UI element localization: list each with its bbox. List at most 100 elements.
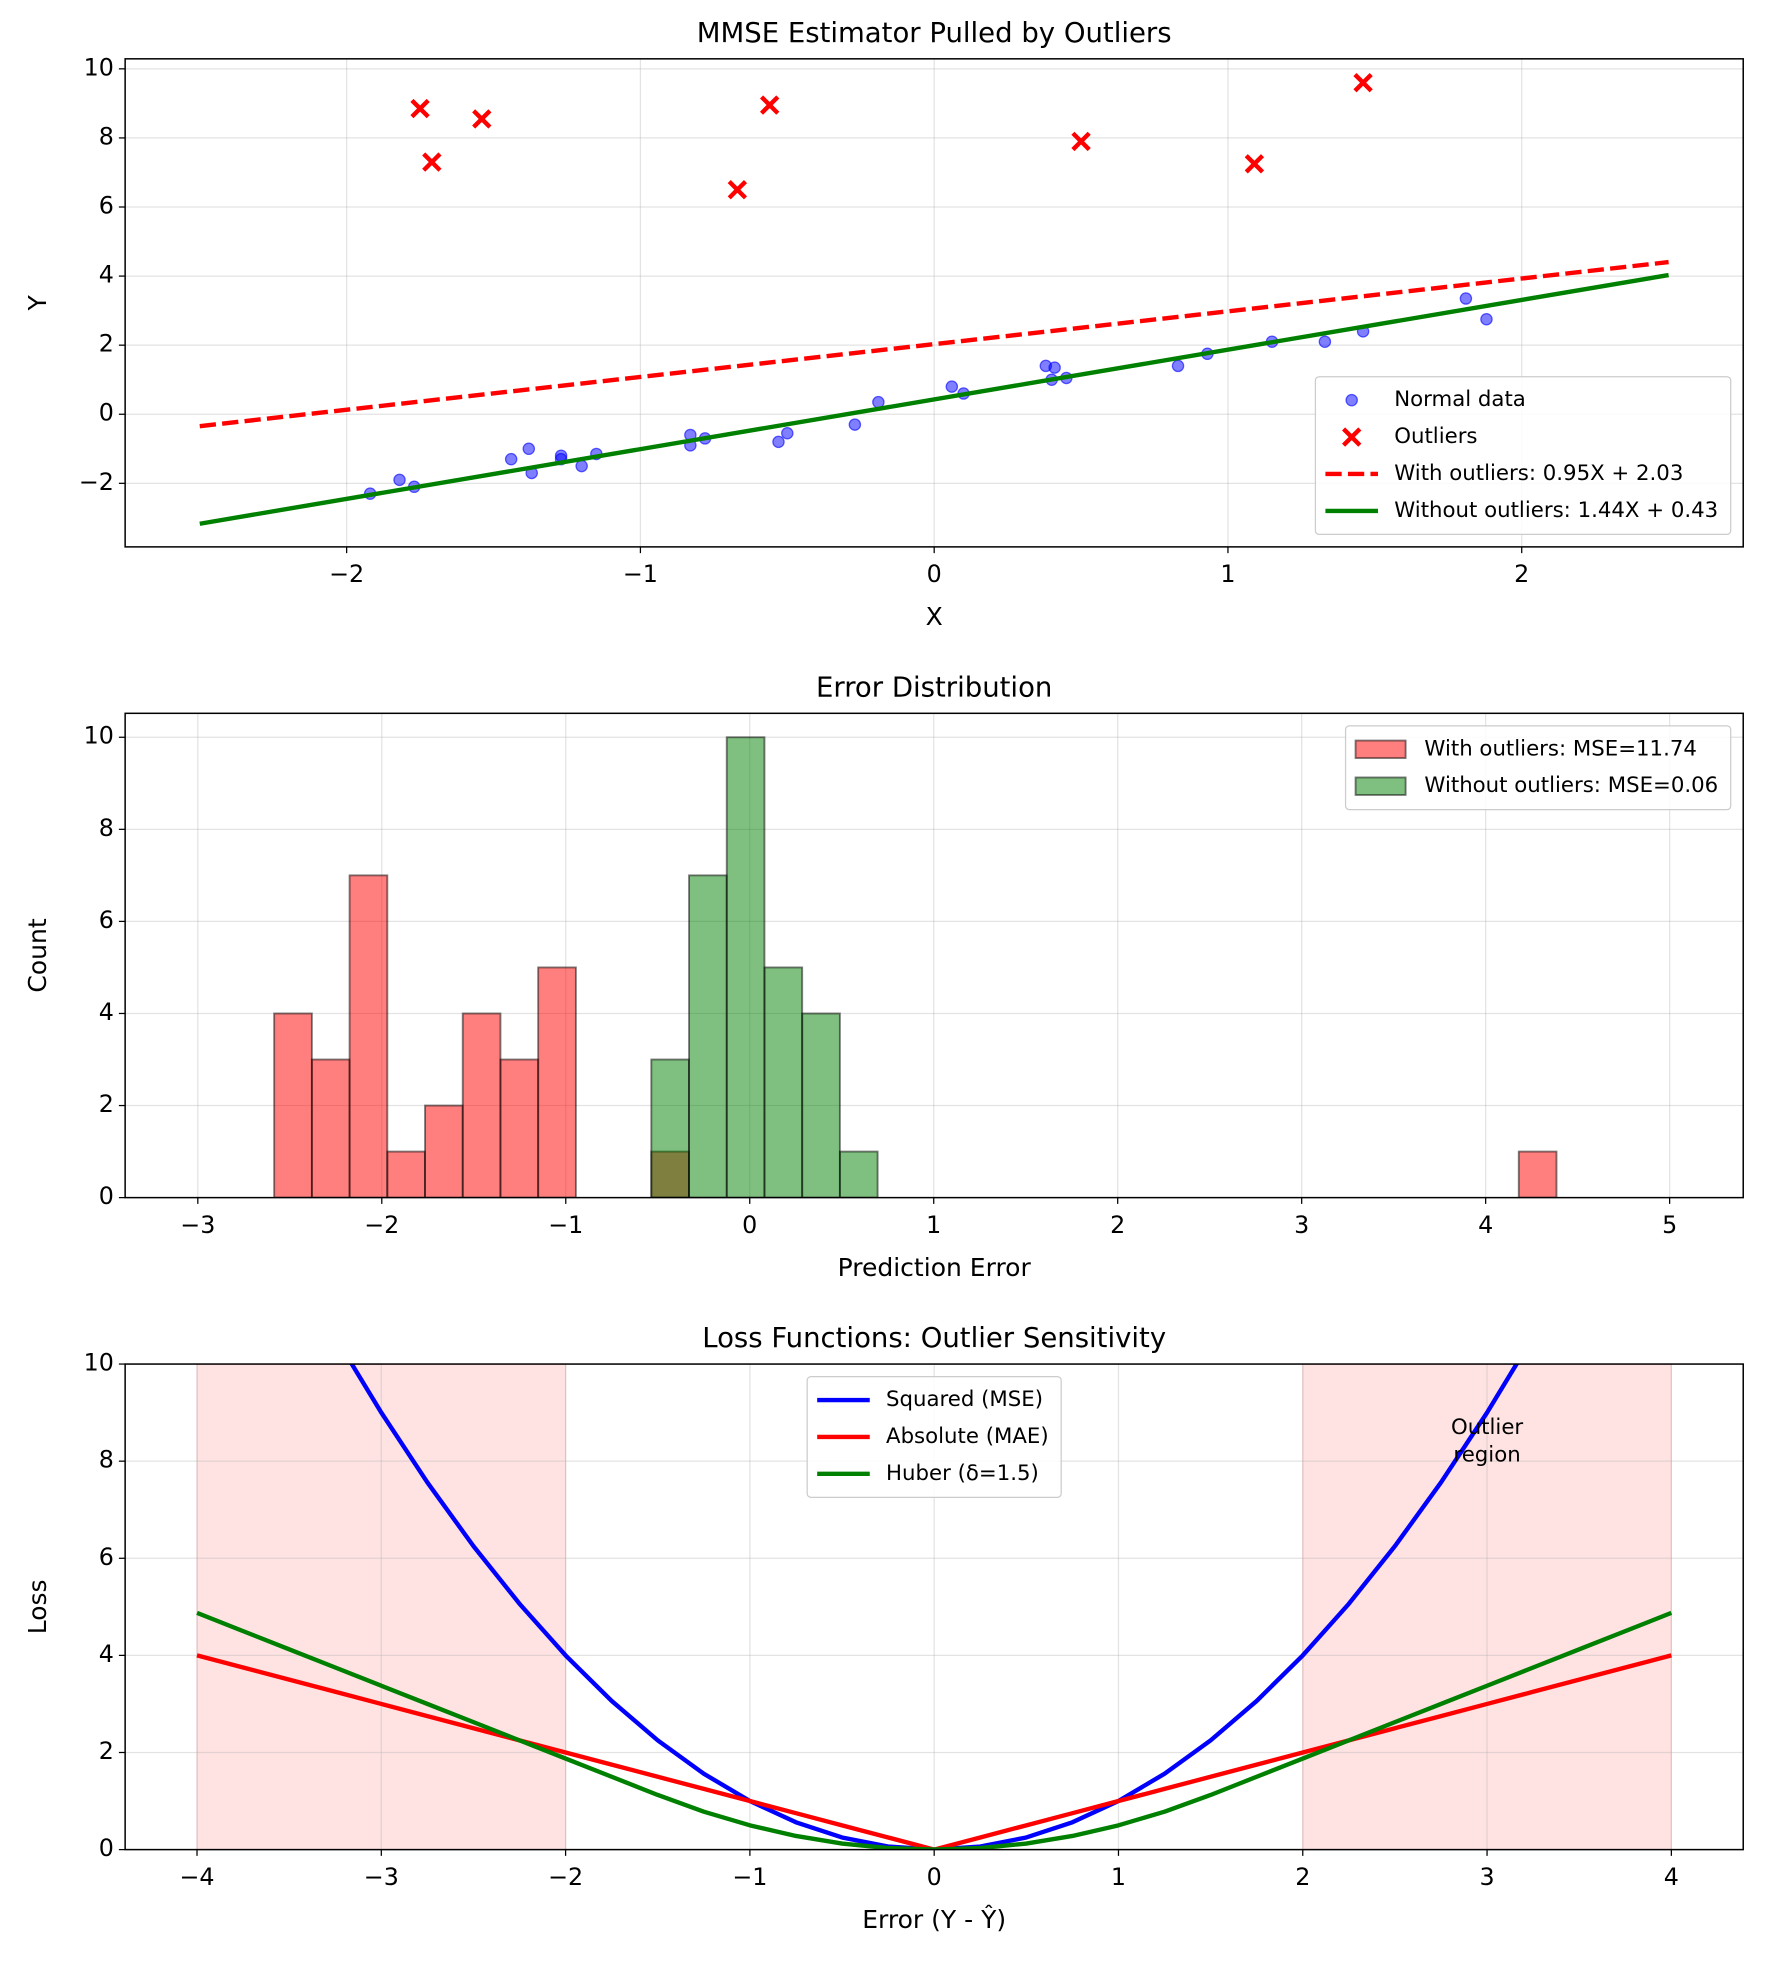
scatter-point: [1318, 335, 1332, 348]
y-axis-label: Y: [23, 294, 52, 311]
x-tick-label: 2: [1295, 1863, 1310, 1891]
y-tick-label: 6: [99, 1543, 114, 1571]
histogram-bar: [725, 736, 766, 1198]
x-marker: [1071, 131, 1091, 152]
x-axis-label: X: [926, 602, 943, 631]
y-tick-label: 0: [99, 399, 114, 427]
legend-label: Absolute (MAE): [886, 1424, 1049, 1449]
axes-frame: [124, 1363, 1744, 1851]
line-series: [199, 272, 1669, 526]
legend-box: [1314, 376, 1732, 535]
line-series: [196, 1610, 1673, 1850]
y-tick-label: 0: [99, 1182, 114, 1210]
x-tick-label: −1: [623, 560, 658, 588]
scatter-point: [522, 442, 536, 456]
chart-panel: −4 −3 −2 −1 0 1 2 3 4 0 2 4 6 8 10 Loss Functions: Outl…: [23, 1322, 1744, 1934]
x-tick-label: −1: [548, 1211, 583, 1239]
axes-frame: [124, 712, 1744, 1199]
x-tick-label: 4: [1664, 1863, 1679, 1891]
legend: Squared (MSE) Absolute (MAE) Huber (δ=1.5): [806, 1375, 1062, 1498]
y-tick-label: −2: [79, 468, 114, 496]
x-tick-label: 3: [1294, 1211, 1309, 1239]
shaded-region: [196, 1363, 567, 1851]
x-tick-label: 3: [1479, 1863, 1494, 1891]
scatter-point: [1459, 292, 1473, 305]
y-axis-label: Loss: [23, 1579, 52, 1634]
legend-label: Outliers: [1394, 424, 1477, 449]
y-tick-label: 8: [99, 814, 114, 842]
legend-label: Normal data: [1394, 387, 1526, 412]
y-tick-label: 4: [99, 1640, 114, 1668]
x-tick-label: 2: [1514, 560, 1529, 588]
plot-area: [199, 72, 1669, 526]
histogram-bar: [763, 966, 804, 1198]
x-tick-label: 0: [927, 560, 942, 588]
x-tick-label: 1: [1220, 560, 1235, 588]
x-marker: [1244, 154, 1265, 174]
scatter-point: [1048, 361, 1061, 374]
x-marker: [472, 109, 492, 129]
legend: With outliers: MSE=11.74 Without outliers…: [1344, 725, 1732, 811]
scatter-point: [1480, 313, 1493, 326]
x-marker: [410, 98, 430, 119]
histogram-bar: [1517, 1150, 1558, 1198]
histogram-bar: [801, 1012, 841, 1198]
x-tick-label: −3: [364, 1863, 399, 1891]
histogram-bar: [688, 874, 728, 1198]
line-series: [199, 259, 1669, 429]
x-marker: [1342, 427, 1362, 447]
chart-title: Error Distribution: [816, 671, 1052, 703]
y-tick-label: 8: [99, 122, 114, 150]
x-tick-label: −3: [180, 1211, 215, 1239]
y-tick-label: 10: [84, 1349, 114, 1377]
x-tick-label: 0: [742, 1211, 757, 1239]
scatter-point: [945, 380, 959, 393]
histogram-bar: [537, 966, 577, 1198]
plot-area: [273, 736, 1558, 1198]
legend-label: Squared (MSE): [886, 1387, 1043, 1412]
histogram-bar: [461, 1012, 502, 1198]
legend-label: Without outliers: 1.44X + 0.43: [1394, 498, 1718, 523]
scatter-point: [504, 452, 518, 466]
chart-title: MMSE Estimator Pulled by Outliers: [697, 17, 1172, 49]
histogram-bar: [838, 1150, 879, 1198]
chart-panel: −2 −1 0 1 2 −2 0 2 4 6 8 10 MMSE Estimator Pulled by…: [23, 17, 1744, 631]
x-tick-label: 1: [926, 1211, 941, 1239]
y-tick-label: 0: [99, 1834, 114, 1862]
legend-swatch: [1354, 739, 1407, 759]
histogram-bar: [650, 1058, 690, 1198]
x-marker: [759, 95, 780, 115]
x-tick-label: −1: [732, 1863, 767, 1891]
x-axis-label: Prediction Error: [838, 1253, 1032, 1282]
x-tick-label: 1: [1111, 1863, 1126, 1891]
legend-label: Huber (δ=1.5): [886, 1461, 1039, 1486]
histogram-bar: [310, 1058, 351, 1198]
x-marker: [1353, 72, 1373, 93]
chart-title: Loss Functions: Outlier Sensitivity: [702, 1322, 1166, 1354]
y-tick-label: 4: [99, 998, 114, 1026]
legend-swatch: [1354, 776, 1407, 796]
y-axis-label: Count: [23, 918, 52, 992]
scatter-point: [393, 473, 406, 487]
histogram-bar: [348, 874, 389, 1198]
y-tick-label: 2: [99, 1090, 114, 1118]
chart-panel: −3 −2 −1 0 1 2 3 4 5 0 2 4 6 8 10 Error Distribution Pre…: [23, 671, 1744, 1282]
axes-frame: [124, 58, 1744, 548]
scatter-point: [781, 426, 794, 440]
y-tick-label: 6: [99, 906, 114, 934]
y-tick-label: 10: [84, 722, 114, 750]
legend-label: With outliers: MSE=11.74: [1424, 736, 1697, 761]
line-series: [196, 1653, 1672, 1850]
x-tick-label: −2: [548, 1863, 583, 1891]
legend: Normal data Outliers With outliers: 0.95X …: [1314, 376, 1732, 535]
y-tick-label: 2: [99, 1737, 114, 1765]
legend-box: [1344, 725, 1732, 811]
y-tick-label: 4: [99, 261, 114, 289]
scatter-point: [1171, 359, 1185, 373]
line-series: [349, 1364, 1520, 1850]
histogram-bar: [499, 1058, 540, 1198]
legend-marker: [1345, 393, 1358, 407]
y-tick-label: 10: [84, 53, 114, 81]
x-tick-label: −2: [329, 560, 364, 588]
